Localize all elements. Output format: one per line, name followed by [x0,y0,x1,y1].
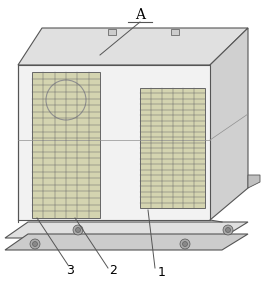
Circle shape [30,239,40,249]
Text: 3: 3 [66,263,74,276]
Polygon shape [210,28,248,220]
Circle shape [76,228,81,233]
Circle shape [183,242,188,246]
Text: A: A [135,8,145,22]
Polygon shape [18,65,210,220]
Circle shape [223,225,233,235]
Circle shape [73,225,83,235]
Circle shape [225,228,230,233]
Bar [108,29,116,35]
Circle shape [180,239,190,249]
Bar [140,88,205,208]
Bar [171,29,179,35]
Polygon shape [5,234,248,250]
Text: 2: 2 [109,265,117,278]
Bar [32,72,100,218]
Polygon shape [18,28,248,65]
Text: 1: 1 [158,267,166,279]
Circle shape [32,242,37,246]
Polygon shape [5,222,248,238]
Polygon shape [248,175,260,188]
